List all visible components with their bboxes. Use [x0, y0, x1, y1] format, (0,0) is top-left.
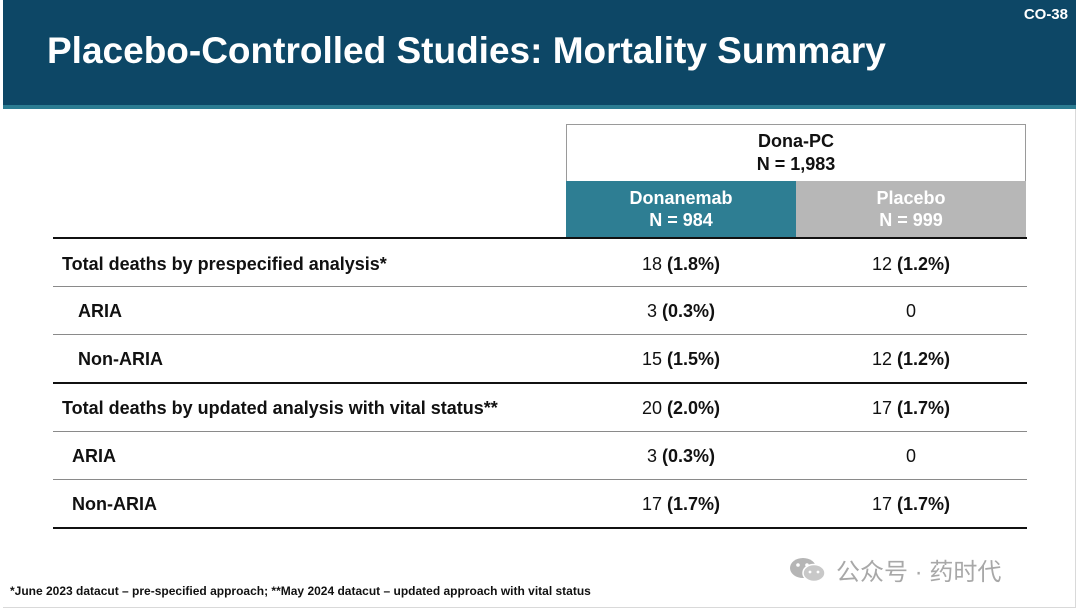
- slide-title: Placebo-Controlled Studies: Mortality Su…: [47, 30, 886, 71]
- table-row: ARIA 3 (0.3%) 0: [53, 287, 1027, 335]
- table-rule: [53, 334, 1027, 335]
- donanemab-value: 18 (1.8%): [641, 253, 721, 274]
- donanemab-value: 3 (0.3%): [646, 445, 716, 466]
- table-rule: [53, 479, 1027, 480]
- placebo-value: 0: [905, 300, 916, 321]
- table-rule: [53, 237, 1027, 239]
- group-n: N = 1,983: [756, 154, 836, 174]
- row-label: ARIA: [72, 445, 116, 466]
- table-row: Non-ARIA 15 (1.5%) 12 (1.2%): [53, 335, 1027, 383]
- table-rule: [53, 431, 1027, 432]
- footnote: *June 2023 datacut – pre-specified appro…: [10, 584, 591, 598]
- group-header: Dona-PC N = 1,983: [566, 124, 1026, 181]
- placebo-value: 12 (1.2%): [871, 253, 951, 274]
- table-row: Total deaths by updated analysis with vi…: [53, 384, 1027, 432]
- donanemab-value: 15 (1.5%): [641, 348, 721, 369]
- arm-name: Donanemab: [629, 188, 733, 208]
- row-label: Non-ARIA: [78, 348, 163, 369]
- table-row: Non-ARIA 17 (1.7%) 17 (1.7%): [53, 480, 1027, 528]
- table-rule: [53, 382, 1027, 384]
- table-row: Total deaths by prespecified analysis* 1…: [53, 240, 1027, 288]
- slide-number: CO-38: [1023, 6, 1068, 23]
- slide: Placebo-Controlled Studies: Mortality Su…: [3, 0, 1076, 608]
- header-rule: [3, 105, 1076, 109]
- placebo-value: 17 (1.7%): [871, 493, 951, 514]
- table-rule: [53, 286, 1027, 287]
- donanemab-value: 17 (1.7%): [641, 493, 721, 514]
- table-rule: [53, 527, 1027, 529]
- arm-name: Placebo: [876, 188, 946, 208]
- watermark: 公众号 · 药时代: [788, 552, 1001, 587]
- arm-header-donanemab: Donanemab N = 984: [566, 181, 796, 237]
- placebo-value: 0: [905, 445, 916, 466]
- watermark-text: 公众号 · 药时代: [836, 559, 1002, 586]
- row-label: Total deaths by updated analysis with vi…: [62, 397, 498, 418]
- placebo-value: 12 (1.2%): [871, 348, 951, 369]
- group-name: Dona-PC: [758, 131, 834, 151]
- row-label: Non-ARIA: [72, 493, 157, 514]
- row-label: Total deaths by prespecified analysis*: [62, 253, 387, 274]
- slide-header: Placebo-Controlled Studies: Mortality Su…: [3, 0, 1076, 105]
- arm-n: N = 984: [649, 210, 713, 230]
- row-label: ARIA: [78, 300, 122, 321]
- arm-header-placebo: Placebo N = 999: [796, 181, 1026, 237]
- arm-n: N = 999: [879, 210, 943, 230]
- table-row: ARIA 3 (0.3%) 0: [53, 432, 1027, 480]
- donanemab-value: 3 (0.3%): [646, 300, 716, 321]
- placebo-value: 17 (1.7%): [871, 397, 951, 418]
- donanemab-value: 20 (2.0%): [641, 397, 721, 418]
- wechat-icon: [790, 557, 826, 582]
